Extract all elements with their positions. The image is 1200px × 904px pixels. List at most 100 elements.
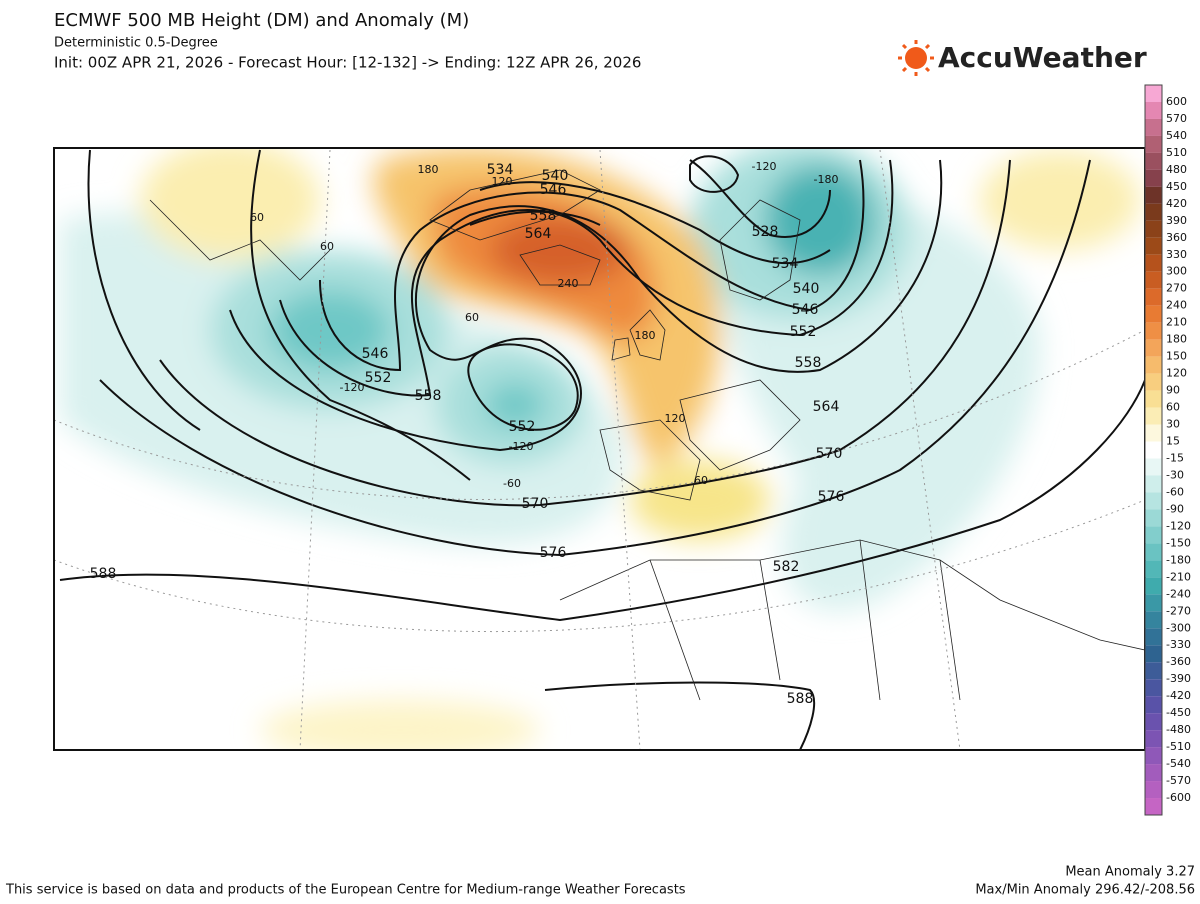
colorbar-swatch (1145, 152, 1162, 170)
colorbar-label: -30 (1166, 468, 1184, 481)
height-label: 546 (540, 182, 567, 198)
colorbar-swatch (1145, 560, 1162, 578)
colorbar-label: 90 (1166, 384, 1180, 397)
height-label: 552 (365, 370, 392, 386)
colorbar-swatch (1145, 798, 1162, 815)
colorbar-swatch (1145, 424, 1162, 442)
colorbar-label: 510 (1166, 146, 1187, 159)
anomaly-label: 60 (250, 211, 264, 224)
colorbar-label: -150 (1166, 536, 1191, 549)
colorbar-swatch (1145, 339, 1162, 357)
height-label: 534 (487, 162, 514, 178)
height-label: 570 (522, 496, 549, 512)
colorbar-label: 480 (1166, 163, 1187, 176)
colorbar-swatch (1145, 713, 1162, 731)
colorbar-swatch (1145, 526, 1162, 544)
attribution: This service is based on data and produc… (5, 883, 686, 898)
colorbar-swatch (1145, 390, 1162, 408)
colorbar-label: -420 (1166, 689, 1191, 702)
height-contours (59, 149, 1145, 750)
colorbar-label: -60 (1166, 485, 1184, 498)
colorbar-label: 15 (1166, 435, 1180, 448)
height-label: 540 (793, 281, 820, 297)
colorbar-swatch (1145, 305, 1162, 323)
logo: AccuWeather (898, 40, 1147, 76)
colorbar-swatch (1145, 764, 1162, 782)
colorbar-label: -600 (1166, 791, 1191, 804)
colorbar: 600 570 540 510 480 450 420 390 360 330 300 270 240 2… (1144, 84, 1191, 816)
colorbar-swatch (1145, 509, 1162, 527)
colorbar-label: 30 (1166, 418, 1180, 431)
height-label: 570 (816, 446, 843, 462)
height-label: 558 (530, 208, 557, 224)
colorbar-label: 270 (1166, 282, 1187, 295)
height-label: 564 (525, 226, 552, 242)
colorbar-label: 360 (1166, 231, 1187, 244)
colorbar-label: 570 (1166, 112, 1187, 125)
colorbar-label: 420 (1166, 197, 1187, 210)
colorbar-label: -360 (1166, 655, 1191, 668)
height-label: 528 (752, 224, 779, 240)
height-label: 540 (542, 168, 569, 184)
height-label: 588 (787, 691, 814, 707)
colorbar-swatch (1145, 492, 1162, 510)
height-label: 552 (790, 324, 817, 340)
colorbar-swatch (1145, 730, 1162, 748)
colorbar-swatch (1145, 458, 1162, 476)
colorbar-swatch (1145, 186, 1162, 204)
colorbar-swatch (1145, 696, 1162, 714)
height-label: 558 (415, 388, 442, 404)
colorbar-label: 540 (1166, 129, 1187, 142)
colorbar-swatch (1145, 203, 1162, 221)
height-label: 546 (792, 302, 819, 318)
colorbar-swatch (1145, 747, 1162, 765)
anomaly-label: -120 (509, 440, 534, 453)
colorbar-swatch (1145, 271, 1162, 289)
colorbar-label: 210 (1166, 316, 1187, 329)
colorbar-swatch (1145, 645, 1162, 663)
logo-rays (898, 40, 934, 76)
colorbar-frame (1144, 84, 1163, 816)
colorbar-label: 330 (1166, 248, 1187, 261)
colorbar-label: 120 (1166, 367, 1187, 380)
colorbar-swatch (1145, 679, 1162, 697)
height-label: 588 (90, 566, 117, 582)
colorbar-swatch (1145, 254, 1162, 272)
anomaly-shading (60, 148, 1140, 750)
colorbar-swatch (1145, 288, 1162, 306)
colorbar-swatch (1145, 322, 1162, 340)
anomaly-label: -120 (340, 381, 365, 394)
anomaly-label: 240 (558, 277, 579, 290)
colorbar-swatch (1145, 577, 1162, 595)
anomaly-label: 60 (694, 474, 708, 487)
anomaly-label: 120 (492, 175, 513, 188)
colorbar-swatch (1145, 373, 1162, 391)
colorbar-label: -180 (1166, 553, 1191, 566)
colorbar-swatch (1145, 407, 1162, 425)
mean-anomaly: Mean Anomaly 3.27 (1065, 865, 1195, 880)
colorbar-swatch (1145, 628, 1162, 646)
colorbar-label: 450 (1166, 180, 1187, 193)
colorbar-label: 390 (1166, 214, 1187, 227)
anomaly-label: -60 (503, 477, 521, 490)
colorbar-label: -270 (1166, 604, 1191, 617)
logo-sun (905, 47, 927, 69)
colorbar-swatch (1145, 356, 1162, 374)
anomaly-label: 180 (635, 329, 656, 342)
colorbar-swatch (1145, 594, 1162, 612)
colorbar-label: -210 (1166, 570, 1191, 583)
anomaly-label: 60 (320, 240, 334, 253)
colorbar-label: -330 (1166, 638, 1191, 651)
colorbar-label: 300 (1166, 265, 1187, 278)
colorbar-swatch (1145, 611, 1162, 629)
map-subtitle: Deterministic 0.5-Degree (54, 36, 218, 51)
colorbar-swatch (1145, 85, 1162, 102)
map-title: ECMWF 500 MB Height (DM) and Anomaly (M) (54, 10, 469, 31)
colorbar-label: 240 (1166, 299, 1187, 312)
colorbar-swatch (1145, 118, 1162, 136)
colorbar-swatch (1145, 781, 1162, 799)
colorbar-label: -300 (1166, 621, 1191, 634)
colorbar-swatch (1145, 237, 1162, 255)
